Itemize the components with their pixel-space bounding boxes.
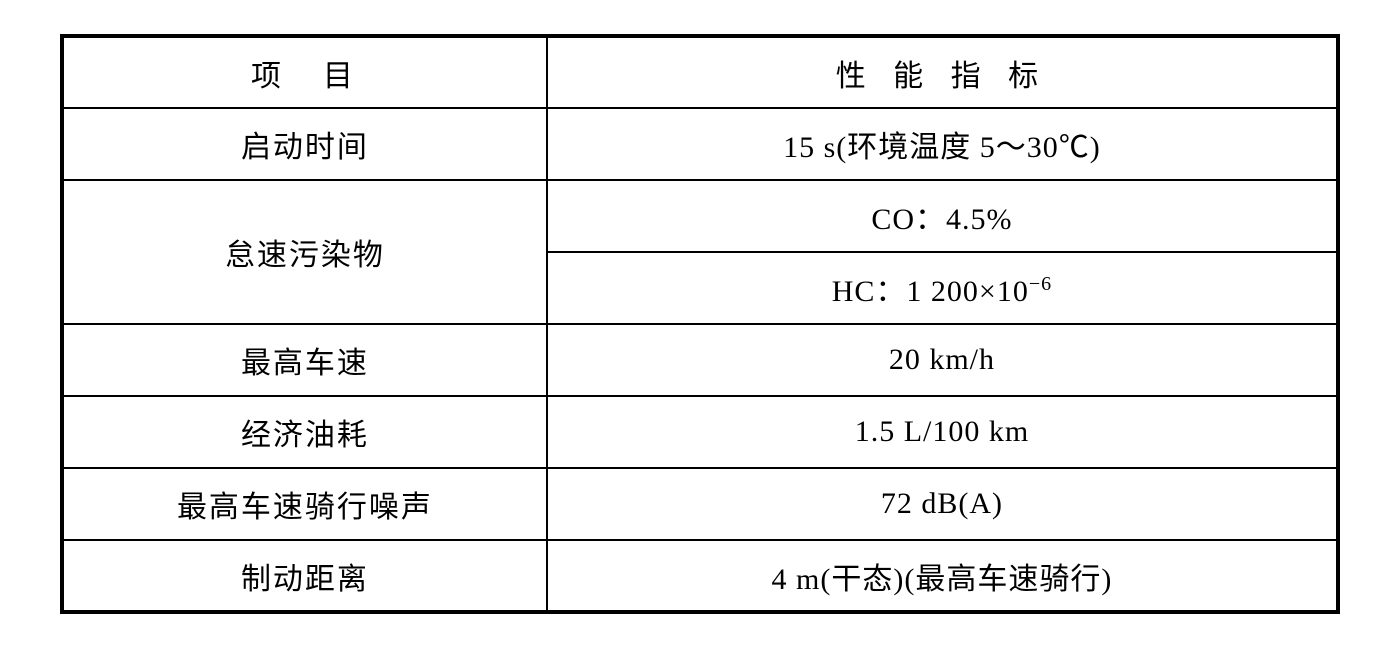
row-value: 72 dB(A) [547, 468, 1338, 540]
table-row: 怠速污染物 CO：4.5% [62, 180, 1338, 252]
spec-table: 项 目 性 能 指 标 启动时间 15 s(环境温度 5～30℃) 怠速污染物 … [60, 34, 1340, 614]
row-value: 20 km/h [547, 324, 1338, 396]
row-value: 15 s(环境温度 5～30℃) [547, 108, 1338, 180]
row-label: 最高车速 [62, 324, 547, 396]
table-row: 启动时间 15 s(环境温度 5～30℃) [62, 108, 1338, 180]
row-label: 怠速污染物 [62, 180, 547, 324]
row-value: CO：4.5% [547, 180, 1338, 252]
row-label: 启动时间 [62, 108, 547, 180]
row-value: HC：1 200×10−6 [547, 252, 1338, 324]
table-row: 最高车速 20 km/h [62, 324, 1338, 396]
table-row: 经济油耗 1.5 L/100 km [62, 396, 1338, 468]
table-row: 制动距离 4 m(干态)(最高车速骑行) [62, 540, 1338, 612]
row-label: 经济油耗 [62, 396, 547, 468]
hc-value-text: HC：1 200×10−6 [832, 275, 1052, 308]
header-item-column: 项 目 [62, 36, 547, 108]
header-spec-column: 性 能 指 标 [547, 36, 1338, 108]
spec-table-container: 项 目 性 能 指 标 启动时间 15 s(环境温度 5～30℃) 怠速污染物 … [60, 34, 1340, 614]
row-value: 4 m(干态)(最高车速骑行) [547, 540, 1338, 612]
row-label: 制动距离 [62, 540, 547, 612]
table-header-row: 项 目 性 能 指 标 [62, 36, 1338, 108]
row-label: 最高车速骑行噪声 [62, 468, 547, 540]
table-row: 最高车速骑行噪声 72 dB(A) [62, 468, 1338, 540]
row-value: 1.5 L/100 km [547, 396, 1338, 468]
